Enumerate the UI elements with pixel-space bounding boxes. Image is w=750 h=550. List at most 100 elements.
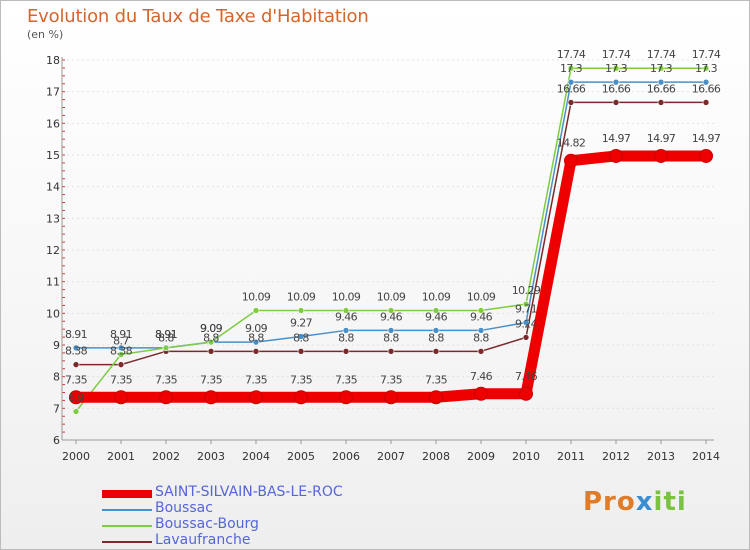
data-label-s3: 8.8 — [293, 331, 309, 344]
y-tick-label: 14 — [46, 181, 60, 194]
data-label-s2: 17.74 — [602, 48, 631, 61]
x-tick-label: 2000 — [62, 450, 90, 463]
legend-label: Boussac — [155, 500, 213, 516]
y-gridlines — [62, 59, 714, 441]
point-s2 — [567, 64, 575, 72]
logo-part-3: iti — [653, 487, 687, 517]
point-s0 — [654, 148, 668, 163]
point-s3 — [342, 348, 350, 355]
point-s3 — [297, 348, 305, 355]
data-label-s2: 10.09 — [467, 290, 496, 303]
point-s2 — [207, 338, 215, 346]
legend-label: Lavaufranche — [155, 532, 251, 548]
data-label-s0: 7.35 — [245, 373, 268, 386]
data-label-s1: 9.46 — [380, 310, 403, 323]
data-label-s3: 16.66 — [602, 82, 631, 95]
point-s0 — [474, 386, 488, 401]
data-label-s3: 8.8 — [248, 331, 264, 344]
data-label-s3: 16.66 — [692, 82, 721, 95]
x-tick-label: 2003 — [197, 450, 225, 463]
y-tick-label: 10 — [46, 307, 60, 320]
data-label-s0: 7.35 — [425, 373, 448, 386]
data-label-s0: 7.35 — [65, 373, 88, 386]
data-label-s0: 14.97 — [692, 132, 721, 145]
point-s2 — [387, 307, 395, 314]
tick-labels: 6 7 8 9 10 11 12 13 14 15 16 17 18 2000 2001 2002 2003 20… — [46, 54, 720, 463]
data-label-s0: 7.35 — [200, 373, 223, 386]
point-s1 — [117, 344, 125, 352]
data-label-s0: 7.35 — [380, 373, 403, 386]
data-label-s2: 10.29 — [512, 284, 541, 297]
data-label-s3: 16.66 — [647, 82, 676, 95]
series-line-2 — [75, 67, 707, 413]
data-label-s3: 8.8 — [383, 331, 399, 344]
data-label-s2: 17.74 — [557, 48, 586, 61]
y-axis-unit: (en %) — [27, 28, 64, 41]
x-tick-label: 2007 — [377, 450, 405, 463]
data-label-s3: 8.8 — [203, 331, 219, 344]
y-tick-label: 11 — [46, 276, 60, 289]
data-label-s1: 17.3 — [605, 62, 628, 75]
point-s1 — [252, 338, 260, 346]
x-tick-label: 2001 — [107, 450, 135, 463]
y-tick-label: 18 — [46, 54, 60, 67]
point-s3 — [657, 99, 665, 106]
point-s2 — [297, 307, 305, 314]
x-tick-label: 2014 — [692, 450, 720, 463]
point-s0 — [159, 390, 173, 405]
y-tick-label: 17 — [46, 86, 60, 99]
point-s0 — [429, 390, 443, 405]
data-label-s1: 9.09 — [245, 322, 268, 335]
point-s1 — [702, 78, 710, 86]
x-tick-label: 2011 — [557, 450, 585, 463]
point-s3 — [612, 99, 620, 106]
data-label-s3: 8.8 — [428, 331, 444, 344]
data-label-s0: 7.35 — [110, 373, 133, 386]
data-label-s1: 8.91 — [155, 328, 177, 341]
point-s0 — [204, 390, 218, 405]
data-label-s2: 17.74 — [692, 48, 721, 61]
proxiti-logo: Proxiti — [583, 487, 687, 517]
point-s3 — [477, 348, 485, 355]
point-s2 — [477, 307, 485, 314]
data-label-s0: 7.46 — [470, 370, 493, 383]
logo-part-2: x — [635, 487, 654, 517]
data-label-s0: 7.35 — [290, 373, 313, 386]
axes — [61, 57, 714, 444]
data-label-s3: 8.8 — [158, 331, 174, 344]
point-s1 — [612, 78, 620, 86]
point-s0 — [699, 148, 713, 163]
data-label-s0: 7.35 — [335, 373, 358, 386]
data-label-s1: 9.46 — [335, 310, 358, 323]
data-label-s2: 10.09 — [377, 290, 406, 303]
data-label-s2: 9.09 — [200, 322, 223, 335]
data-label-s0: 14.97 — [647, 132, 676, 145]
y-tick-label: 7 — [53, 402, 60, 415]
point-s3 — [522, 334, 530, 341]
data-label-s1: 17.3 — [650, 62, 673, 75]
data-label-s1: 9.46 — [470, 310, 493, 323]
series-lines — [70, 67, 712, 413]
point-s1 — [522, 319, 530, 326]
data-label-s3: 9.24 — [515, 317, 538, 330]
point-s1 — [657, 78, 665, 86]
point-s0 — [609, 148, 623, 163]
data-label-s1: 9.46 — [425, 310, 448, 323]
point-s1 — [432, 327, 440, 334]
legend-label: Boussac-Bourg — [155, 516, 259, 532]
data-label-s1: 9.09 — [200, 322, 223, 335]
point-s3 — [702, 99, 710, 106]
point-s0 — [519, 386, 533, 401]
point-s1 — [567, 78, 575, 86]
data-label-s2: 10.09 — [332, 290, 361, 303]
point-s2 — [252, 307, 260, 314]
data-label-s1: 17.3 — [560, 62, 583, 75]
y-tick-label: 6 — [53, 434, 60, 447]
x-tick-label: 2010 — [512, 450, 540, 463]
data-label-s2: 10.09 — [287, 290, 316, 303]
point-s2 — [657, 64, 665, 72]
legend-label: SAINT-SILVAIN-BAS-LE-ROC — [155, 484, 343, 500]
data-label-s3: 8.8 — [338, 331, 354, 344]
point-s0 — [249, 390, 263, 405]
